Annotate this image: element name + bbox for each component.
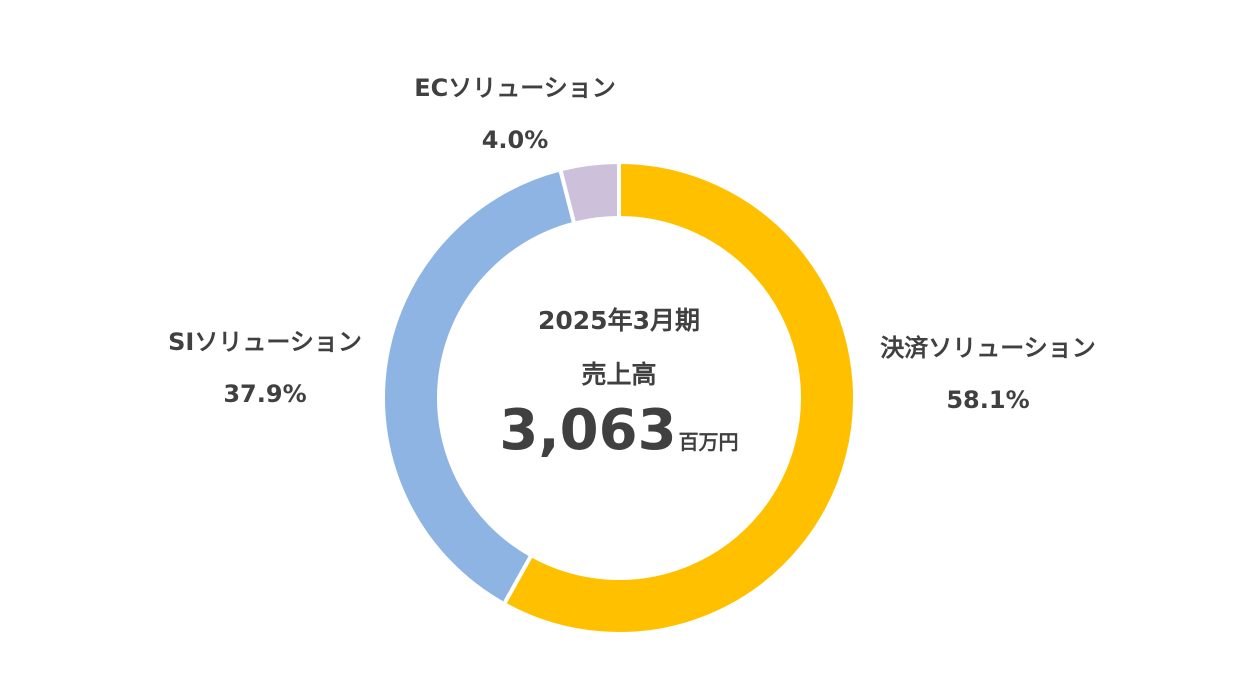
total-unit: 百万円 (678, 430, 739, 454)
slice-pct-si: 37.9% (223, 380, 307, 408)
metric-name: 売上高 (581, 360, 657, 389)
slice-name-si: SIソリューション (168, 328, 362, 356)
total-value: 3,063 (499, 398, 677, 463)
slice-name-payment: 決済ソリューション (880, 334, 1096, 362)
slice-label-si: SIソリューション 37.9% (135, 327, 395, 409)
slice-pct-payment: 58.1% (946, 386, 1030, 414)
slice-ec (557, 159, 621, 227)
fiscal-period: 2025年3月期 (538, 306, 700, 335)
slice-si (381, 166, 577, 607)
slice-payment (501, 159, 857, 636)
slice-label-ec: ECソリューション 4.0% (385, 73, 645, 155)
slice-label-payment: 決済ソリューション 58.1% (858, 333, 1118, 415)
slice-pct-ec: 4.0% (481, 126, 549, 154)
slice-name-ec: ECソリューション (414, 74, 616, 102)
total-row: 3,063 百万円 (469, 399, 769, 463)
donut-center-summary: 2025年3月期 売上高 3,063 百万円 (469, 305, 769, 463)
